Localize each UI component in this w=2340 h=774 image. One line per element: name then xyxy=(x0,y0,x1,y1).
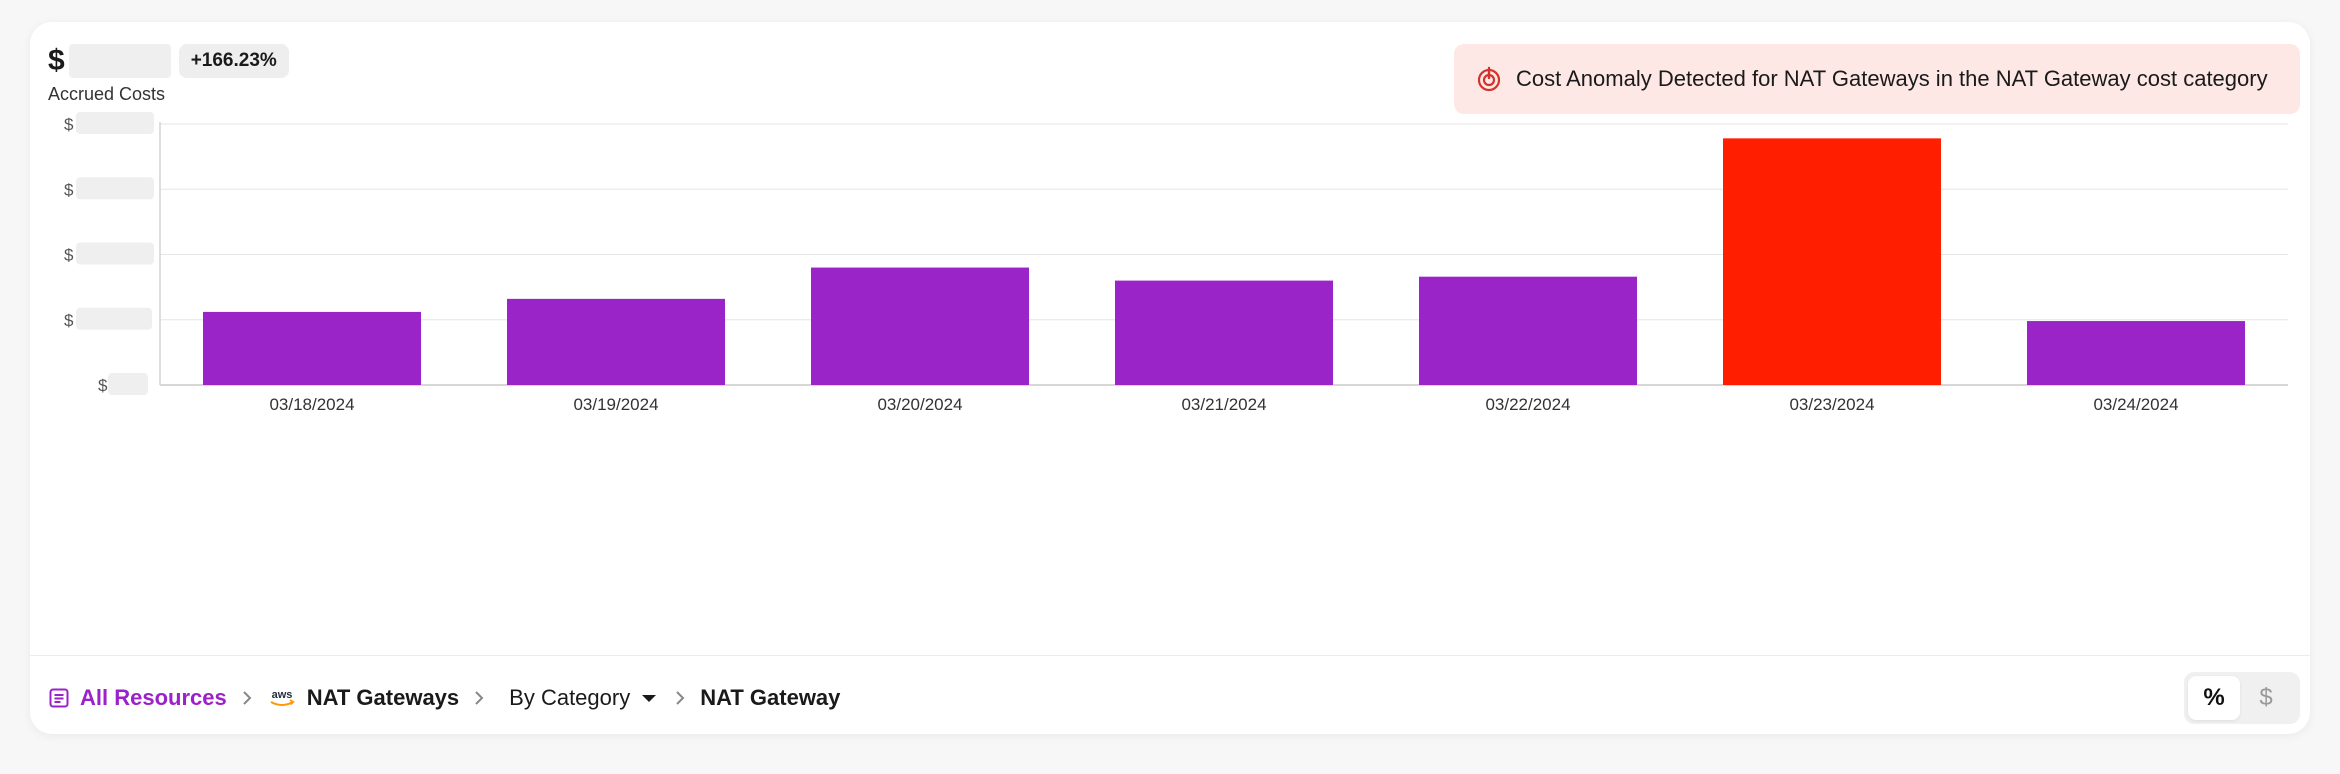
group-by-dropdown[interactable]: By Category xyxy=(509,685,657,711)
x-tick-label: 03/18/2024 xyxy=(269,395,354,414)
y-tick-value-redacted xyxy=(76,307,152,330)
cost-bar-chart: $ $ $ $ $ 03/18/2024 03/19/2024 03/20/2024 03/2… xyxy=(64,112,2288,414)
y-tick-label: $ xyxy=(98,376,108,395)
cost-bar xyxy=(1115,280,1333,385)
anomaly-target-icon xyxy=(1476,66,1502,92)
total-amount-redacted xyxy=(68,44,171,78)
anomaly-message: Cost Anomaly Detected for NAT Gateways i… xyxy=(1516,66,2268,91)
x-tick-label: 03/23/2024 xyxy=(1789,395,1874,414)
x-tick-label: 03/22/2024 xyxy=(1485,395,1570,414)
cost-bar xyxy=(2027,321,2245,385)
change-badge: +166.23% xyxy=(178,44,289,78)
chevron-right-icon xyxy=(473,690,485,706)
list-icon xyxy=(49,688,69,708)
dollar-toggle-button[interactable]: $ xyxy=(2259,684,2273,711)
crumb-nat-gateway-label: NAT Gateway xyxy=(700,685,841,710)
x-tick-label: 03/19/2024 xyxy=(573,395,658,414)
unit-toggle: % $ xyxy=(2184,672,2300,724)
y-tick-value-redacted xyxy=(108,373,148,395)
group-by-label: By Category xyxy=(509,685,631,710)
percent-toggle-button[interactable]: % xyxy=(2188,676,2240,720)
anomaly-alert[interactable]: Cost Anomaly Detected for NAT Gateways i… xyxy=(1454,44,2300,114)
crumb-nat-gateways[interactable]: aws NAT Gateways xyxy=(267,685,459,711)
y-tick-label: $ xyxy=(64,115,74,134)
y-axis-ticks: $ $ $ $ $ xyxy=(64,112,154,395)
y-tick-value-redacted xyxy=(76,177,154,200)
cost-bar xyxy=(507,298,725,385)
y-tick-value-redacted xyxy=(76,112,154,134)
chevron-right-icon xyxy=(674,690,686,706)
x-tick-label: 03/24/2024 xyxy=(2093,395,2178,414)
accrued-costs-label: Accrued Costs xyxy=(48,84,166,104)
chevron-down-icon xyxy=(642,694,657,702)
crumb-all-resources[interactable]: All Resources xyxy=(48,685,227,711)
cost-bar xyxy=(203,311,421,385)
total-currency-symbol: $ xyxy=(48,44,65,77)
x-axis-ticks: 03/18/2024 03/19/2024 03/20/2024 03/21/2024… xyxy=(269,395,2178,414)
y-tick-value-redacted xyxy=(76,242,154,265)
footer-divider xyxy=(30,655,2310,656)
crumb-nat-gateways-label: NAT Gateways xyxy=(306,685,460,710)
y-tick-label: $ xyxy=(64,180,74,199)
y-tick-label: $ xyxy=(64,246,74,265)
svg-text:aws: aws xyxy=(271,689,292,701)
aws-logo-icon: aws xyxy=(270,689,295,706)
cost-bar xyxy=(811,267,1029,385)
x-tick-label: 03/20/2024 xyxy=(877,395,962,414)
anomaly-bar xyxy=(1723,138,1941,385)
crumb-all-resources-label: All Resources xyxy=(80,685,227,710)
accrued-total: $ +166.23% xyxy=(48,44,289,78)
cost-bar xyxy=(1419,276,1637,385)
chevron-right-icon xyxy=(241,690,253,706)
breadcrumb: All Resources aws NAT Gateways By Catego… xyxy=(48,678,840,718)
crumb-nat-gateway[interactable]: NAT Gateway xyxy=(700,685,840,711)
x-tick-label: 03/21/2024 xyxy=(1181,395,1266,414)
cost-card: $ +166.23% Accrued Costs Cost Anomaly De… xyxy=(30,22,2310,734)
y-tick-label: $ xyxy=(64,311,74,330)
chart-bars xyxy=(203,138,2245,385)
